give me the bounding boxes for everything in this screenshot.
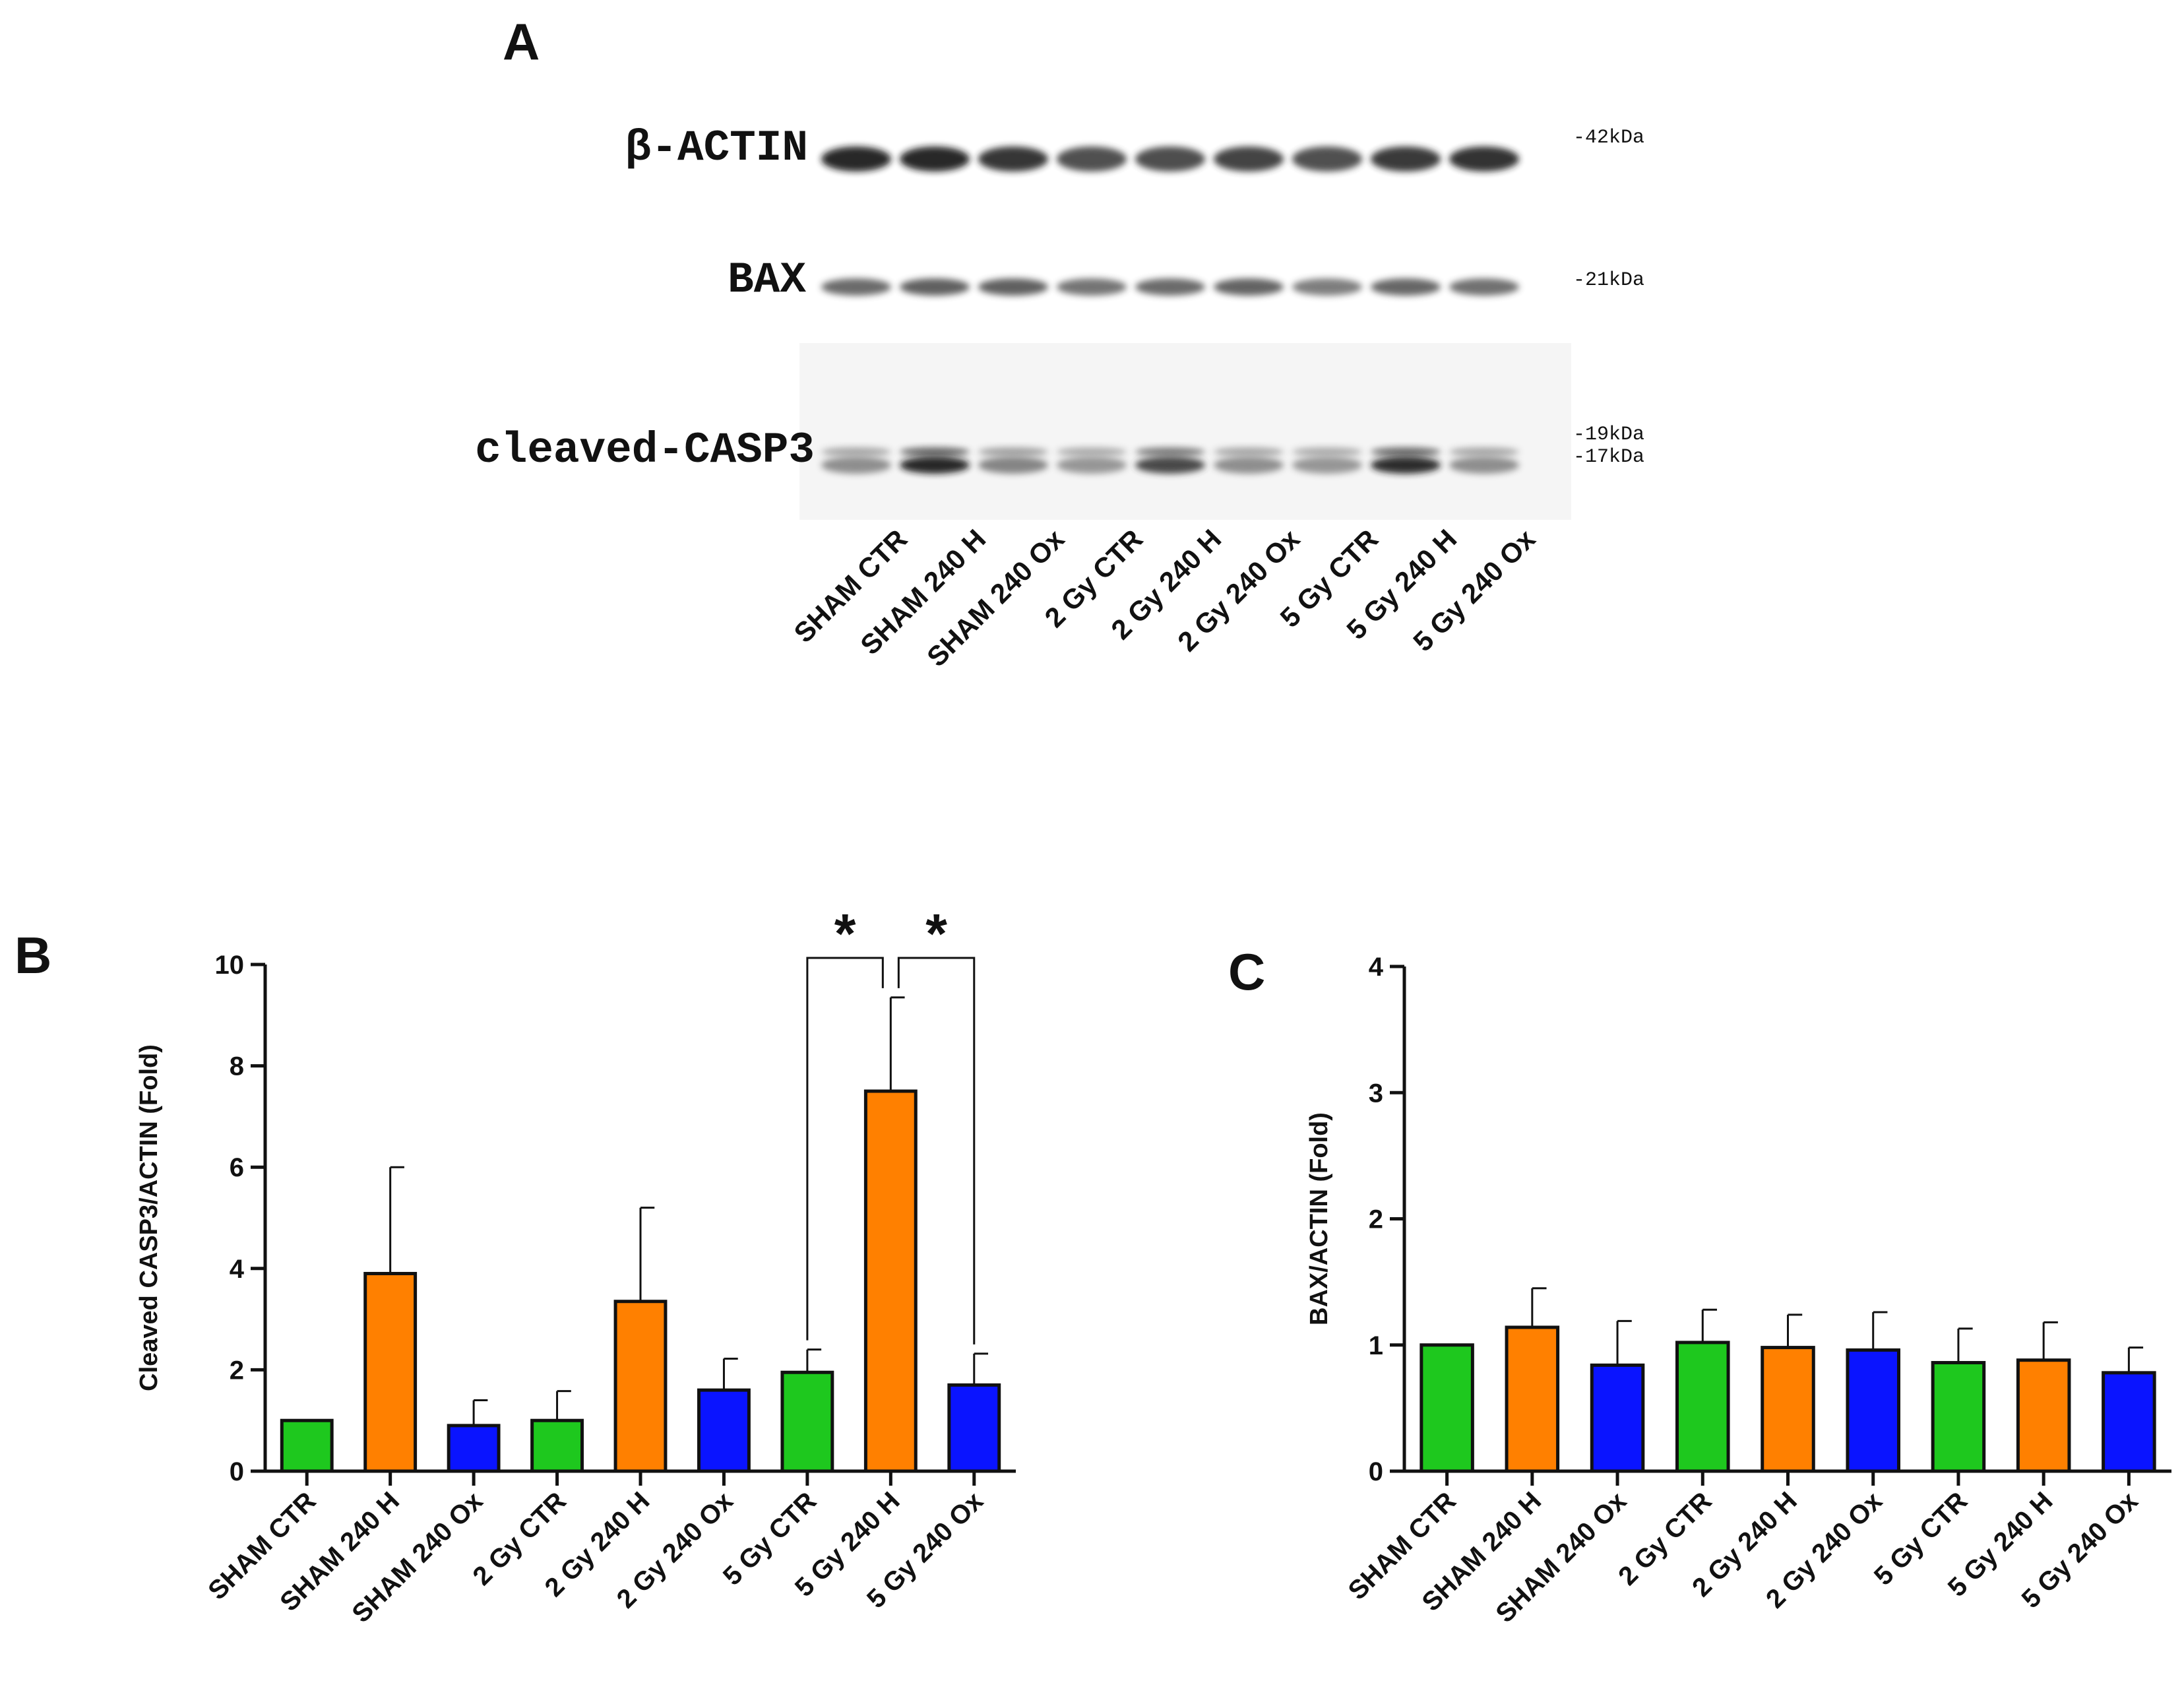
y-tick-label: 8 (230, 1052, 244, 1081)
y-tick-label: 2 (230, 1356, 244, 1385)
blot-band-actin-5-gy-ctr (1292, 146, 1362, 172)
bar-sham-240-ox (1590, 1363, 1645, 1473)
molecular-weight-marker: -21kDa (1573, 269, 1644, 292)
blot-band-actin-5-gy-240-ox (1449, 146, 1519, 172)
significance-bracket (897, 957, 976, 1344)
blot-band-cleaved-casp3-2-gy-ctr (1057, 447, 1127, 457)
bar-5-gy-240-ox (2102, 1371, 2156, 1473)
blot-band-bax-2-gy-240-h (1135, 278, 1205, 296)
y-axis-title: Cleaved CASP3/ACTIN (Fold) (135, 1044, 163, 1391)
blot-lane-label-sham-240-ox: SHAM 240 Ox (921, 523, 1071, 673)
bar-sham-ctr (280, 1418, 334, 1473)
panel-b-letter: B (15, 926, 51, 984)
panel-a-letter: A (503, 13, 540, 71)
y-tick-label: 6 (230, 1153, 244, 1182)
blot-band-cleaved-casp3-5-gy-ctr (1292, 457, 1362, 474)
bar-5-gy-ctr (1931, 1361, 1986, 1473)
y-axis-title: BAX/ACTIN (Fold) (1305, 1112, 1333, 1325)
blot-row-actin: β-ACTIN -42kDa (625, 123, 1644, 173)
molecular-weight-marker: -19kDa (1573, 424, 1644, 446)
blot-band-cleaved-casp3-5-gy-ctr (1292, 447, 1362, 457)
blot-band-actin-sham-ctr (821, 146, 891, 172)
significance-bracket (806, 957, 884, 1341)
bar-5-gy-ctr (780, 1370, 834, 1473)
blot-band-cleaved-casp3-sham-240-ox (978, 457, 1048, 474)
y-tick-label: 10 (215, 951, 245, 980)
blot-band-actin-sham-240-ox (978, 146, 1048, 172)
y-tick-label: 2 (1369, 1205, 1383, 1234)
blot-band-actin-2-gy-ctr (1057, 146, 1127, 172)
blot-row-bax: BAX -21kDa (728, 255, 1644, 305)
blot-band-cleaved-casp3-2-gy-240-ox (1214, 457, 1284, 474)
blot-row-label: BAX (728, 255, 806, 305)
blot-band-bax-2-gy-ctr (1057, 278, 1127, 296)
blot-band-cleaved-casp3-5-gy-240-h (1371, 457, 1441, 474)
blot-band-bax-sham-ctr (821, 278, 891, 296)
y-tick-label: 0 (1369, 1457, 1383, 1486)
blot-row-cleaved-casp3: cleaved-CASP3 -19kDa-17kDa (475, 424, 1644, 475)
panel-a-western-blot: A β-ACTIN -42kDa BAX -21kDa cleaved-CASP3 -19… (475, 13, 1644, 672)
blot-band-cleaved-casp3-2-gy-240-h (1135, 447, 1205, 457)
blot-band-cleaved-casp3-sham-240-h (900, 447, 970, 457)
blot-band-cleaved-casp3-sham-240-ox (978, 447, 1048, 457)
bar-2-gy-240-ox (1846, 1348, 1900, 1473)
blot-band-actin-5-gy-240-h (1371, 146, 1441, 172)
bar-5-gy-240-ox (947, 1383, 1001, 1473)
y-tick-label: 3 (1369, 1079, 1383, 1108)
blot-band-bax-sham-240-h (900, 278, 970, 296)
y-tick-label: 0 (230, 1457, 244, 1486)
blot-band-cleaved-casp3-5-gy-240-ox (1449, 447, 1519, 457)
blot-band-bax-5-gy-240-h (1371, 278, 1441, 296)
blot-band-cleaved-casp3-2-gy-240-ox (1214, 447, 1284, 457)
bar-2-gy-ctr (530, 1418, 584, 1473)
blot-band-cleaved-casp3-sham-ctr (821, 457, 891, 474)
blot-band-actin-2-gy-240-h (1135, 146, 1205, 172)
blot-band-actin-sham-240-h (900, 146, 970, 172)
blot-band-bax-5-gy-ctr (1292, 278, 1362, 296)
blot-row-label: cleaved-CASP3 (475, 426, 815, 475)
bar-5-gy-240-h (2016, 1358, 2071, 1473)
molecular-weight-marker: -42kDa (1573, 127, 1644, 149)
bar-sham-ctr (1420, 1343, 1474, 1473)
bar-2-gy-ctr (1675, 1341, 1730, 1473)
y-tick-label: 1 (1369, 1331, 1383, 1360)
blot-rows: β-ACTIN -42kDa BAX -21kDa cleaved-CASP3 -19kD… (475, 123, 1644, 475)
significance-star: * (834, 902, 856, 965)
bar-5-gy-240-h (863, 1089, 918, 1473)
bar-sham-240-h (1505, 1325, 1560, 1473)
blot-band-cleaved-casp3-2-gy-ctr (1057, 457, 1127, 474)
blot-band-bax-5-gy-240-ox (1449, 278, 1519, 296)
bar-2-gy-240-h (613, 1300, 668, 1473)
molecular-weight-marker: -17kDa (1573, 446, 1644, 468)
bar-2-gy-240-h (1761, 1346, 1815, 1473)
blot-band-cleaved-casp3-sham-240-h (900, 457, 970, 474)
blot-band-bax-2-gy-240-ox (1214, 278, 1284, 296)
bar-sham-240-ox (447, 1424, 501, 1473)
blot-band-cleaved-casp3-5-gy-240-ox (1449, 457, 1519, 474)
significance-star: * (925, 902, 947, 965)
y-tick-label: 4 (1369, 953, 1384, 982)
casp3-membrane (799, 343, 1571, 520)
blot-band-cleaved-casp3-2-gy-240-h (1135, 457, 1205, 474)
bar-sham-240-h (363, 1271, 418, 1473)
panel-c-letter: C (1228, 943, 1265, 1001)
bar-2-gy-240-ox (697, 1388, 751, 1473)
blot-band-bax-sham-240-ox (978, 278, 1048, 296)
blot-band-cleaved-casp3-5-gy-240-h (1371, 447, 1441, 457)
blot-band-actin-2-gy-240-ox (1214, 146, 1284, 172)
y-tick-label: 4 (230, 1255, 245, 1284)
blot-row-label: β-ACTIN (625, 123, 808, 173)
blot-band-cleaved-casp3-sham-ctr (821, 447, 891, 457)
